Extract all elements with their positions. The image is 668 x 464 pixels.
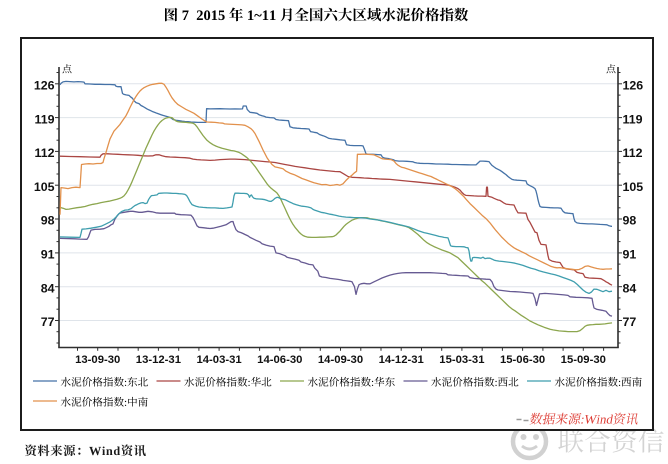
svg-text:126: 126 [34,79,55,93]
svg-text:77: 77 [41,315,55,329]
svg-text:105: 105 [34,180,55,194]
svg-text:119: 119 [623,112,643,126]
svg-text:15-06-30: 15-06-30 [500,354,545,366]
svg-text:15-03-31: 15-03-31 [439,354,484,366]
svg-text:119: 119 [35,112,55,126]
svg-text:105: 105 [623,180,644,194]
svg-text:14-12-31: 14-12-31 [379,354,424,366]
svg-text:13-09-30: 13-09-30 [75,354,120,366]
svg-text:91: 91 [623,248,637,262]
svg-text:13-12-31: 13-12-31 [136,354,181,366]
svg-text:112: 112 [35,146,55,160]
svg-text:77: 77 [623,315,637,329]
svg-text:14-09-30: 14-09-30 [318,354,363,366]
svg-text:91: 91 [41,248,55,262]
svg-text:84: 84 [623,281,637,295]
svg-text:126: 126 [623,79,644,93]
svg-text:14-06-30: 14-06-30 [257,354,302,366]
svg-text:15-09-30: 15-09-30 [561,354,606,366]
svg-text:98: 98 [41,214,55,228]
svg-text:98: 98 [623,214,637,228]
svg-text:84: 84 [41,281,55,295]
svg-text:14-03-31: 14-03-31 [196,354,241,366]
svg-text:112: 112 [623,146,643,160]
